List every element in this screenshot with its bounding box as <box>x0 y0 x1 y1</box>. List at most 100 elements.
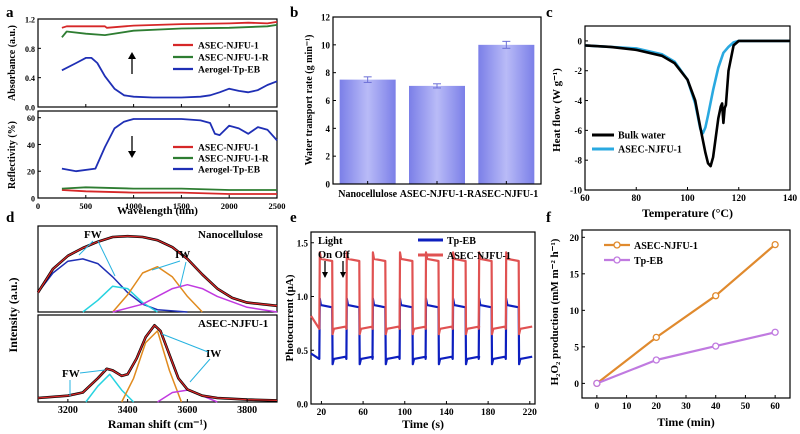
c-series-Bulk water <box>584 39 790 168</box>
d-top-series-peak 1 <box>37 258 188 313</box>
d-bottom-iw-pointer <box>189 358 211 383</box>
f-ytick-label: 10 <box>570 307 580 317</box>
b-bar-ASEC-NJFU-1-R <box>409 85 465 184</box>
c-xlabel: Temperature (°C) <box>642 206 733 220</box>
a-top-frame <box>37 18 278 108</box>
d-top-annot-fw: FW <box>84 229 102 241</box>
panel-label-b: b <box>290 5 298 21</box>
d-top-fw-pointer <box>78 240 94 256</box>
f-frame <box>581 229 791 399</box>
a-bottom-legend-2-label: Aerogel-Tp-EB <box>198 166 261 176</box>
f-point-ASEC-NJFU-1 <box>652 333 660 342</box>
f-xtick-label: 40 <box>711 402 721 412</box>
c-legend-0-label: Bulk water <box>618 131 666 142</box>
e-ytick-label: 0.0 <box>297 400 309 410</box>
d-bottom-fw-pointer <box>79 369 106 374</box>
d-xlabel: Raman shift (cm⁻¹) <box>108 417 207 431</box>
e-ytick-label: 1.0 <box>297 292 309 302</box>
a-bottom-series-ASEC-NJFU-1 <box>61 189 277 195</box>
a-top-legend-0-label: ASEC-NJFU-1 <box>198 42 259 52</box>
f-point-ASEC-NJFU-1 <box>771 240 779 249</box>
c-xtick-label: 140 <box>783 194 798 204</box>
panel-label-f: f <box>546 210 552 226</box>
d-bottom-xtick-label: 3800 <box>237 405 257 416</box>
a-bottom-xtick-label: 1000 <box>125 201 142 211</box>
a-bottom-xlabel: Wavelength (nm) <box>117 205 198 217</box>
d-top-annot-iw: IW <box>175 249 190 261</box>
c-ytick-label: 0 <box>578 36 583 46</box>
e-annot-light: Light <box>318 236 343 247</box>
a-top-series-ASEC-NJFU-1-R <box>61 24 278 38</box>
f-ytick-label: 15 <box>570 270 580 280</box>
c-ytick-label: -10 <box>570 186 582 196</box>
f-legend-0-label: ASEC-NJFU-1 <box>634 241 698 252</box>
a-bottom-legend-1-label: ASEC-NJFU-1-R <box>198 155 269 165</box>
a-bottom-legend-0-label: ASEC-NJFU-1 <box>198 144 259 154</box>
f-ylabel: H₂O₂ production (mM m⁻² h⁻¹) <box>549 238 561 385</box>
e-legend-0-label: Tp-EB <box>447 236 476 247</box>
b-ytick-label: 10 <box>321 40 331 50</box>
b-xtick-label: ASEC-NJFU-1 <box>474 189 538 200</box>
a-bottom-xtick-label: 2500 <box>269 201 286 211</box>
a-top-ytick-label: 0.4 <box>25 74 35 83</box>
e-ytick-label: 0.5 <box>297 346 309 356</box>
a-top-ytick-label: 0.8 <box>25 45 35 54</box>
d-top-fw-pointer <box>97 240 116 277</box>
f-legend-0-marker <box>613 241 621 249</box>
a-bottom-xtick-label: 2000 <box>221 201 238 211</box>
f-legend-1-marker <box>613 256 621 264</box>
f-series-Tp-EB <box>596 331 776 385</box>
b-ytick-label: 6 <box>326 96 331 106</box>
d-ylabel: Intensity (a.u.) <box>6 277 20 352</box>
b-ylabel: Water transport rate (g min⁻¹) <box>304 35 315 166</box>
e-xtick-label: 100 <box>398 408 413 418</box>
b-ytick-label: 0 <box>326 180 331 190</box>
f-ytick-label: 0 <box>574 380 579 390</box>
d-top-title: Nanocellulose <box>198 229 263 241</box>
a-bottom-ytick-label: 0 <box>31 195 35 204</box>
a-bottom-series-Aerogel-Tp-EB <box>61 118 278 173</box>
a-bottom-series-ASEC-NJFU-1-R <box>61 186 277 191</box>
b-xtick-label: ASEC-NJFU-1-R <box>400 189 475 200</box>
f-xtick-label: 60 <box>770 402 780 412</box>
f-point-ASEC-NJFU-1 <box>712 292 720 300</box>
f-xtick-label: 10 <box>622 402 632 412</box>
c-xtick-label: 60 <box>580 194 590 204</box>
c-legend-1-label: ASEC-NJFU-1 <box>618 145 682 156</box>
panel-label-c: c <box>546 5 553 21</box>
a-top-legend-2-label: Aerogel-Tp-EB <box>198 66 261 76</box>
b-bar-ASEC-NJFU-1 <box>478 44 535 185</box>
c-frame <box>584 25 791 191</box>
d-bottom-title: ASEC-NJFU-1 <box>198 318 268 330</box>
e-xlabel: Time (s) <box>402 417 444 431</box>
c-xtick-label: 100 <box>680 194 695 204</box>
e-series-Tp-EB <box>310 297 533 366</box>
e-annot-onoff: On Off <box>318 250 350 261</box>
a-top-legend-1-label: ASEC-NJFU-1-R <box>198 54 269 64</box>
d-top-series-spectrum <box>36 234 278 308</box>
c-series-ASEC-NJFU-1 <box>584 39 790 135</box>
d-bottom-xtick-label: 3400 <box>118 405 138 416</box>
e-ytick-label: 1.5 <box>297 238 309 248</box>
f-legend-1-label: Tp-EB <box>634 256 663 267</box>
c-ytick-label: -6 <box>575 126 583 136</box>
c-ytick-label: -4 <box>575 96 583 106</box>
panel-label-e: e <box>290 210 297 226</box>
d-bottom-iw-pointer <box>161 333 209 353</box>
d-bottom-series-peak 1 <box>85 373 135 403</box>
f-xtick-label: 0 <box>594 402 599 412</box>
b-bar-Nanocellulose <box>339 79 396 184</box>
a-bottom-ytick-label: 20 <box>27 168 35 177</box>
f-xtick-label: 20 <box>652 402 662 412</box>
f-point-Tp-EB <box>771 328 779 336</box>
e-frame <box>310 231 536 405</box>
c-xtick-label: 80 <box>632 194 642 204</box>
d-top-series-peak 4 <box>112 283 278 313</box>
e-xtick-label: 220 <box>523 408 538 418</box>
c-ytick-label: -2 <box>575 66 583 76</box>
d-bottom-annot-iw: IW <box>206 348 221 360</box>
b-ytick-label: 12 <box>321 13 331 23</box>
b-xtick-label: Nanocellulose <box>338 189 397 200</box>
f-point-Tp-EB <box>712 342 720 350</box>
